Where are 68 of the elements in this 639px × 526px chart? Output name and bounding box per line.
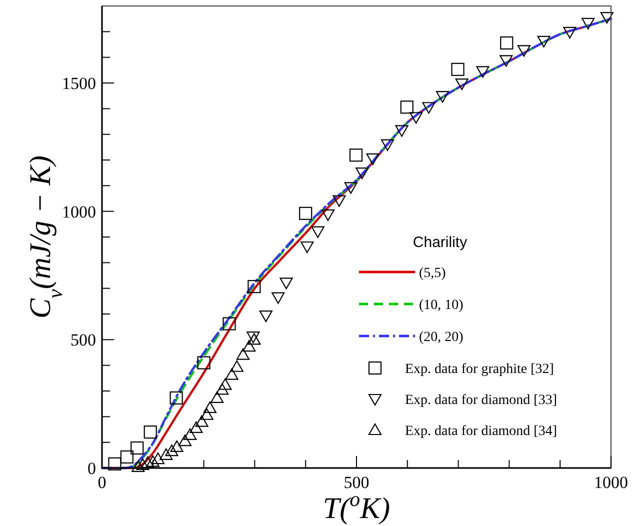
legend-label: Exp. data for diamond [34] [405,424,558,439]
point [344,182,358,194]
point [299,206,312,220]
x-tick-label: 1000 [594,473,628,492]
point [259,310,272,322]
point [108,457,122,470]
legend-label: (5,5) [419,266,446,281]
point [537,36,550,48]
point [178,434,192,446]
point [300,241,314,254]
point [395,125,408,137]
legend-title: Charility [412,234,468,251]
point [210,391,224,403]
point [136,458,150,470]
point [381,139,394,151]
point [248,280,261,294]
point [517,45,531,57]
point [500,36,514,50]
point [400,100,414,114]
point [222,317,236,330]
point [451,62,464,76]
point [170,391,183,404]
point [165,444,178,456]
point [170,440,184,452]
point [225,368,238,380]
point [272,292,285,304]
point [500,55,513,67]
point [349,148,363,162]
point [120,450,134,464]
y-tick-label: 500 [70,330,96,350]
point [197,356,210,370]
legend-label: (20, 20) [419,330,464,345]
point [600,12,614,24]
point [146,455,160,467]
point [216,383,229,395]
point [356,168,369,180]
y-tick-label: 1500 [62,74,96,93]
point [184,428,197,440]
point [141,456,154,468]
point [476,66,490,78]
point [218,378,232,390]
point [280,278,293,290]
point [366,153,380,166]
point [582,18,595,30]
point [242,340,256,352]
point [195,415,208,427]
point [190,421,203,434]
y-tick-label: 0 [88,459,96,478]
point [200,408,214,420]
legend-label: Exp. data for diamond [33] [405,393,558,408]
point [236,348,250,360]
point [311,226,324,238]
point [321,209,335,221]
point [410,112,423,124]
point [151,452,165,464]
point [422,102,436,114]
legend-label: (10, 10) [419,298,464,313]
point [332,195,346,207]
point [160,448,173,460]
point [130,441,144,455]
point [230,360,244,372]
point [203,401,216,413]
point [563,26,576,38]
point [144,426,157,439]
legend-label: Exp. data for graphite [32] [405,362,554,377]
point [436,91,450,103]
point [455,78,468,90]
point [132,460,145,472]
